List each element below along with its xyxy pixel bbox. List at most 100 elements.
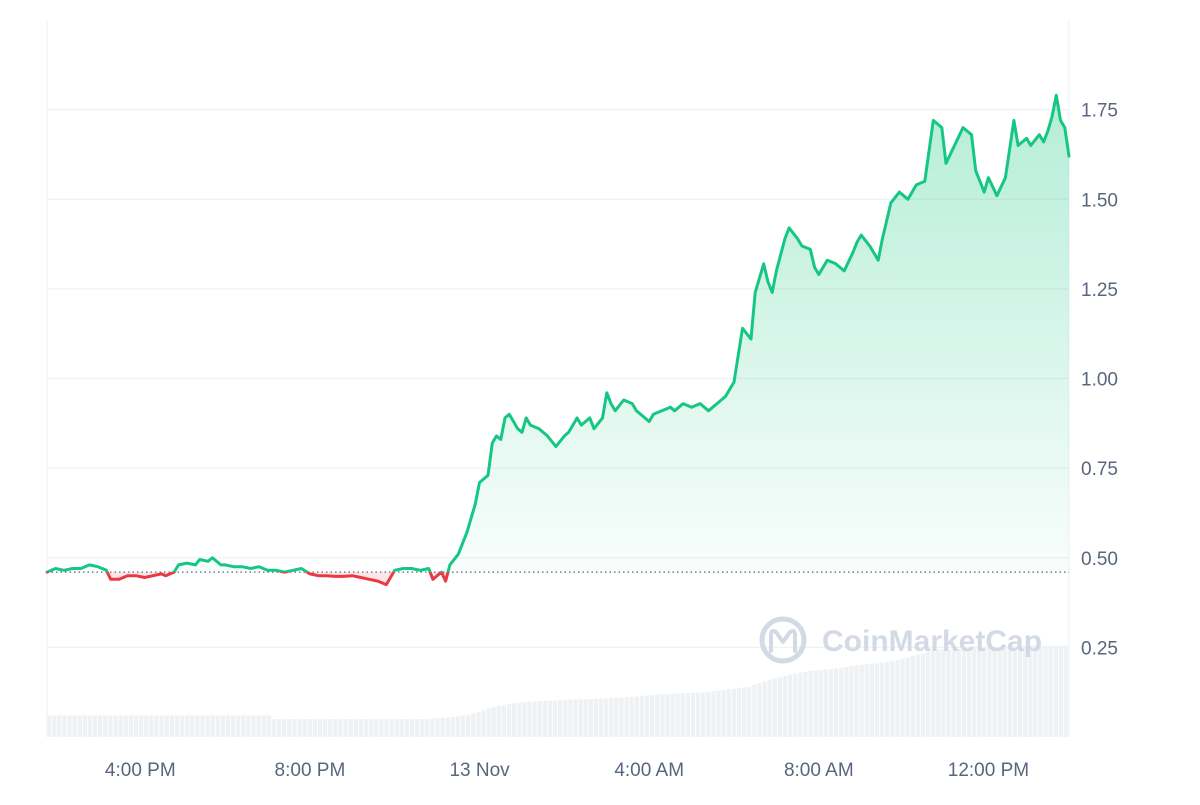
volume-bar [639,695,645,737]
volume-bar [57,715,62,737]
volume-bar [982,647,987,737]
volume-bar [328,719,333,737]
volume-bar [931,650,936,737]
y-tick-label: 0.25 [1081,638,1118,659]
volume-bar [849,665,854,737]
volume-bar [394,719,399,737]
volume-bar [409,719,415,737]
volume-bar [736,688,742,737]
volume-bar [1007,646,1012,737]
volume-bar [670,693,675,737]
volume-bar [624,697,629,737]
volume-bar [660,694,665,737]
volume-bar [752,684,757,737]
volume-bar [537,701,542,737]
volume-bar [568,699,573,737]
volume-bar [721,690,726,737]
volume-bar [619,697,624,737]
volume-bar [828,669,834,737]
x-tick-label: 8:00 PM [275,760,346,781]
volume-bar [450,717,455,737]
volume-bar [767,679,772,737]
volume-bar [675,693,680,737]
y-tick-label: 1.75 [1081,101,1118,122]
volume-bar [491,706,496,737]
volume-bar [941,649,946,737]
volume-bar [348,719,353,737]
volume-bar [1053,645,1058,737]
volume-bar [874,663,880,737]
volume-bar [731,688,737,737]
volume-bar [501,704,507,737]
volume-bar [583,699,588,737]
volume-bar [133,715,139,737]
volume-bar [455,716,461,737]
volume-bar [787,674,793,737]
volume-bar [62,715,67,737]
volume-bar [634,696,639,737]
volume-bar [322,719,328,737]
volume-bar [276,719,282,737]
volume-bar [103,715,108,737]
volume-bar [496,705,501,737]
volume-bar [353,719,358,737]
volume-bar [169,715,174,737]
volume-bar [726,689,731,737]
volume-bar [925,652,931,737]
volume-bar [184,715,190,737]
y-tick-label: 1.50 [1081,190,1118,211]
volume-bar [215,715,220,737]
x-tick-label: 4:00 AM [614,760,684,781]
volume-bar [895,659,900,737]
volume-bar [844,666,849,737]
volume-bar [915,654,921,737]
volume-bar [108,715,113,737]
volume-bar [741,687,747,737]
volume-bar [225,715,231,737]
volume-bar [1048,645,1053,737]
volume-bar [138,715,144,737]
volume-bar [701,692,706,737]
volume-bar [220,715,226,737]
volume-bar [900,658,905,737]
x-tick-label: 13 Nov [449,760,510,781]
volume-bar [368,719,374,737]
volume-bar [52,715,57,737]
volume-bar [649,694,655,737]
volume-bar [839,667,844,737]
watermark-text: CoinMarketCap [822,625,1042,658]
volume-bar [833,668,839,737]
volume-bar [552,700,558,737]
price-area-down [47,572,1069,585]
volume-bar [757,683,762,737]
volume-bar [292,719,297,737]
volume-bar [823,669,829,737]
volume-bar [762,681,767,737]
volume-bar [460,715,466,737]
volume-bar [1028,645,1033,737]
volume-bar [879,662,885,737]
volume-bar [414,719,420,737]
volume-bar [588,698,593,737]
volume-bar [358,719,364,737]
volume-bar [241,715,246,737]
volume-bar [440,717,445,737]
volume-bar [312,719,318,737]
volume-bar [1002,646,1007,737]
volume-bar [905,657,910,737]
volume-bar [164,715,169,737]
volume-bar [404,719,410,737]
volume-bar [1012,646,1018,737]
watermark: CoinMarketCap [759,616,1042,664]
volume-bar [67,715,72,737]
volume-bar [445,717,450,737]
y-tick-label: 1.00 [1081,370,1118,391]
volume-bar [256,715,261,737]
volume-bar [317,719,323,737]
volume-bar [522,702,527,737]
volume-bar [282,719,287,737]
volume-bar [777,677,783,737]
volume-bar [384,719,389,737]
volume-bar [859,664,864,737]
